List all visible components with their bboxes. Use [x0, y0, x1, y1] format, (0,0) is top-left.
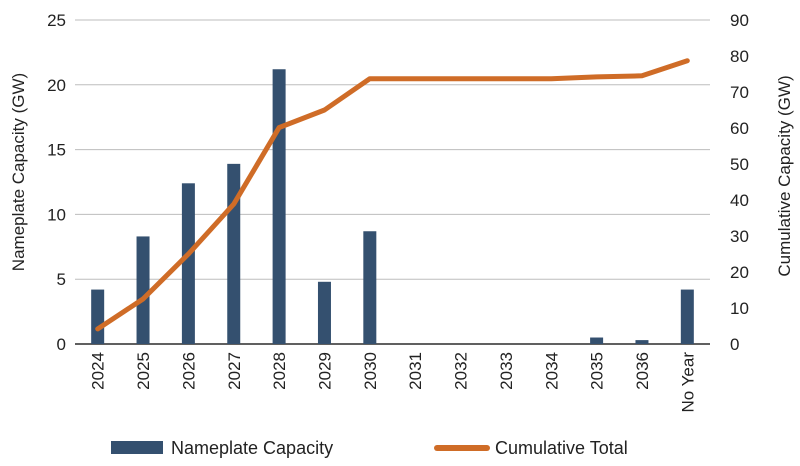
right-tick-label: 70: [730, 83, 749, 102]
bar: [91, 289, 105, 344]
left-tick-label: 10: [47, 205, 66, 224]
bar: [363, 231, 377, 344]
bar: [680, 289, 694, 344]
x-tick-label: 2032: [452, 352, 471, 390]
bar: [635, 340, 649, 344]
bar: [136, 236, 150, 344]
right-axis-ticks: 0 10 20 30 40 50 60 70 80 90: [730, 11, 749, 354]
x-tick-label: 2030: [361, 352, 380, 390]
x-tick-label: 2033: [497, 352, 516, 390]
x-tick-label: 2028: [270, 352, 289, 390]
left-axis-title: Nameplate Capacity (GW): [9, 73, 28, 271]
bar: [590, 337, 604, 344]
left-tick-label: 15: [47, 141, 66, 160]
left-tick-label: 5: [57, 270, 66, 289]
bar: [181, 183, 195, 344]
x-tick-label: 2024: [89, 352, 108, 390]
gridlines: [75, 19, 710, 345]
right-tick-label: 20: [730, 263, 749, 282]
x-tick-label: 2027: [225, 352, 244, 390]
x-tick-label: 2029: [315, 352, 334, 390]
bar: [317, 281, 331, 344]
right-tick-label: 90: [730, 11, 749, 30]
legend-swatch-nameplate: [111, 441, 163, 454]
legend-label-cumulative: Cumulative Total: [495, 438, 628, 458]
x-tick-label: 2025: [134, 352, 153, 390]
right-tick-label: 10: [730, 299, 749, 318]
x-axis-ticks: 2024 2025 2026 2027 2028 2029 2030 2031 2032 2033…: [89, 352, 698, 413]
right-tick-label: 0: [730, 335, 739, 354]
cumulative-line: [95, 58, 690, 332]
left-tick-label: 0: [57, 335, 66, 354]
legend-label-nameplate: Nameplate Capacity: [171, 438, 333, 458]
x-tick-label: 2026: [179, 352, 198, 390]
x-tick-label: 2031: [406, 352, 425, 390]
right-tick-label: 30: [730, 227, 749, 246]
cumulative-line-path: [95, 58, 690, 332]
left-axis-ticks: 0 5 10 15 20 25: [47, 11, 66, 354]
x-tick-label: No Year: [678, 352, 697, 413]
right-tick-label: 60: [730, 119, 749, 138]
x-tick-label: 2034: [542, 352, 561, 390]
legend: Nameplate Capacity Cumulative Total: [111, 438, 628, 458]
right-tick-label: 50: [730, 155, 749, 174]
bar: [272, 69, 286, 345]
x-tick-label: 2036: [633, 352, 652, 390]
left-tick-label: 25: [47, 11, 66, 30]
left-tick-label: 20: [47, 76, 66, 95]
bar: [227, 163, 241, 344]
right-tick-label: 40: [730, 191, 749, 210]
bars: [91, 69, 694, 345]
right-axis-title: Cumulative Capacity (GW): [775, 75, 794, 276]
x-tick-label: 2035: [588, 352, 607, 390]
right-tick-label: 80: [730, 47, 749, 66]
